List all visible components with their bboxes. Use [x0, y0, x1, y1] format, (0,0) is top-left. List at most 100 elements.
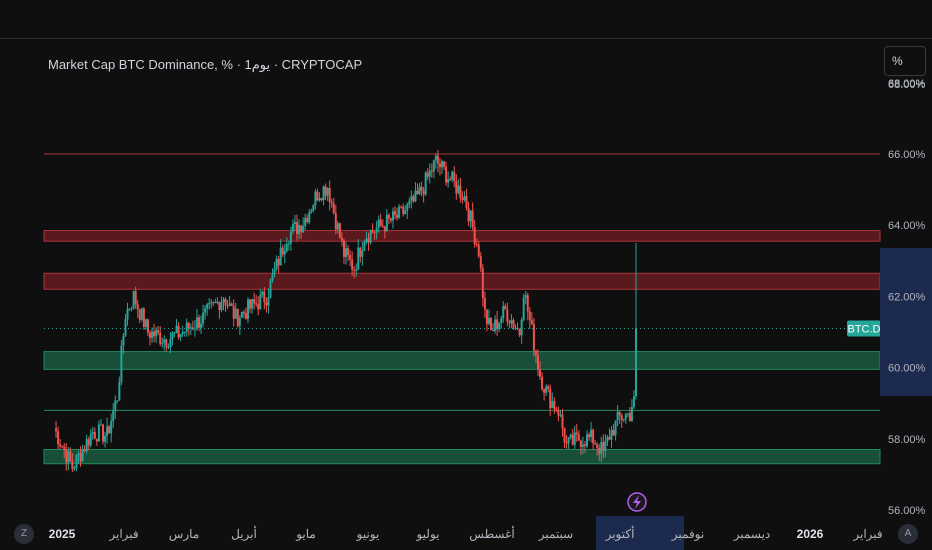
candle-body [545, 386, 548, 393]
candle-body [97, 424, 100, 442]
candle-body [526, 295, 529, 312]
candle-body [508, 321, 511, 324]
candle-body [138, 309, 141, 320]
candle-body [400, 206, 403, 208]
candle-body [255, 303, 258, 305]
candle-body [561, 414, 564, 429]
candle-body [108, 426, 111, 434]
candle-body [195, 317, 198, 329]
candle-body [438, 163, 441, 168]
candle-body [183, 331, 186, 333]
candle-body [79, 453, 82, 462]
candle-body [351, 259, 354, 270]
candle-body [110, 421, 113, 434]
candle-body [594, 443, 597, 445]
candle-body [441, 161, 443, 168]
candle-body [359, 247, 362, 257]
candle-body [308, 212, 311, 223]
candle-body [616, 411, 619, 421]
candle-body [487, 318, 490, 324]
candle-body [334, 213, 337, 230]
candle-body [498, 322, 501, 330]
candle-body [93, 431, 96, 439]
resistance-zone [43, 230, 881, 242]
candle-body [347, 248, 350, 256]
candle-body [536, 355, 539, 370]
candle-body [459, 185, 462, 199]
candle-body [528, 311, 531, 321]
candle-body [579, 440, 582, 447]
candle-body [445, 166, 448, 183]
x-tick-label: نوفمبر [671, 527, 704, 541]
candle-body [524, 295, 527, 298]
y-tick-label: 68.00% [888, 79, 926, 91]
candle-body [106, 426, 109, 436]
candle-body [242, 311, 245, 314]
candle-body [249, 299, 252, 309]
candle-body [326, 187, 329, 196]
candle-body [447, 178, 450, 183]
candle-body [124, 319, 127, 336]
candle-body [65, 449, 68, 463]
candle-body [187, 322, 190, 329]
candle-body [306, 217, 309, 223]
candle-body [512, 320, 515, 328]
candle-body [69, 451, 72, 462]
candle-body [449, 178, 452, 180]
candle-body [422, 190, 425, 195]
candle-body [381, 225, 384, 227]
candle-body [612, 430, 615, 436]
candle-body [590, 429, 593, 438]
candle-body [492, 330, 495, 332]
candle-body [114, 400, 117, 411]
candle-body [592, 429, 595, 444]
candle-body [465, 196, 468, 208]
candle-body [555, 408, 558, 411]
candle-body [77, 453, 80, 455]
candle-body [428, 170, 431, 177]
candle-body [61, 446, 64, 448]
candle-body [273, 269, 276, 275]
candle-body [177, 325, 180, 338]
candle-body [267, 297, 270, 306]
candle-body [473, 226, 476, 244]
candle-body [263, 291, 266, 303]
candle-body [277, 258, 280, 266]
candle-body [547, 386, 550, 390]
candle-body [163, 339, 166, 343]
candle-body [222, 299, 225, 302]
chart-title: Market Cap BTC Dominance, % · 1يوم · CRY… [48, 57, 363, 72]
candle-body [557, 410, 560, 416]
candle-body [416, 190, 419, 195]
candle-body [226, 305, 229, 307]
corner-left-button[interactable]: Z [14, 524, 34, 544]
candle-body [379, 219, 382, 226]
x-tick-label: يوليو [415, 527, 439, 541]
y-tick-label: 66.00% [888, 149, 926, 161]
candle-body [132, 291, 135, 308]
scale-percent-button[interactable]: % [884, 46, 926, 76]
ticker-tag: BTC.D [848, 323, 881, 335]
candle-body [338, 223, 341, 238]
x-tick-label: أبريل [231, 526, 257, 541]
corner-right-button[interactable]: A [898, 524, 918, 544]
candle-body [293, 222, 296, 225]
candle-body [606, 437, 609, 442]
candle-body [453, 171, 456, 181]
candle-body [169, 339, 172, 348]
candle-body [298, 225, 301, 234]
candle-body [461, 198, 464, 201]
candle-body [367, 238, 370, 243]
candle-body [322, 186, 325, 201]
candle-body [214, 302, 217, 304]
candle-body [328, 187, 331, 203]
candle-body [520, 319, 523, 336]
candle-body [471, 210, 474, 227]
candle-body [408, 200, 411, 205]
candle-body [549, 389, 552, 409]
candle-body [494, 319, 497, 331]
candle-body [118, 382, 121, 401]
candle-body [443, 161, 446, 167]
candle-body [516, 327, 519, 329]
